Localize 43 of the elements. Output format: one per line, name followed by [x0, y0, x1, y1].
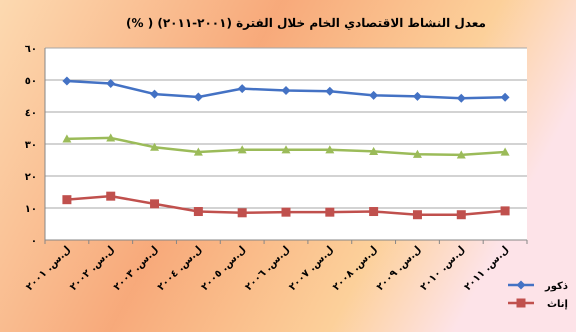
point [500, 206, 510, 216]
point [62, 76, 72, 86]
point [150, 142, 160, 151]
y-tick-label: ٤٠ [24, 108, 37, 119]
point [369, 146, 378, 155]
point [456, 94, 466, 103]
legend-label: ذكور [544, 281, 568, 292]
point [325, 86, 334, 96]
point [62, 134, 72, 142]
point [194, 207, 203, 216]
point [500, 92, 510, 102]
point [194, 148, 203, 156]
point [106, 79, 116, 88]
point [238, 84, 247, 94]
y-tick-label: ٦٠ [24, 44, 37, 55]
point [369, 90, 378, 100]
point [282, 145, 290, 154]
chart-title: معدل النشاط الاقتصادي الخام خلال الفترة (٢٠٠١-٢٠١١) ( %) [126, 16, 486, 30]
y-tick-label: ٥٠ [24, 76, 37, 87]
point [456, 210, 466, 220]
point [325, 145, 334, 154]
point [500, 148, 510, 156]
legend-item: إناث [508, 298, 568, 310]
point [62, 195, 72, 204]
point [238, 145, 247, 154]
y-tick-label: ٢٠ [24, 172, 37, 183]
y-tick-label: ٠ [30, 236, 37, 247]
legend-label: إناث [547, 299, 568, 310]
point [150, 90, 160, 99]
point [106, 192, 116, 201]
point [325, 208, 334, 217]
y-tick-label: ١٠ [24, 204, 37, 215]
legend-item: ذكور [508, 280, 568, 292]
point [369, 207, 378, 216]
point [412, 150, 422, 158]
y-tick-label: ٣٠ [24, 140, 37, 151]
point [282, 86, 290, 96]
point [150, 199, 160, 208]
point [412, 210, 422, 220]
point [282, 208, 290, 217]
point [106, 133, 116, 142]
point [238, 208, 247, 218]
point [456, 150, 466, 158]
